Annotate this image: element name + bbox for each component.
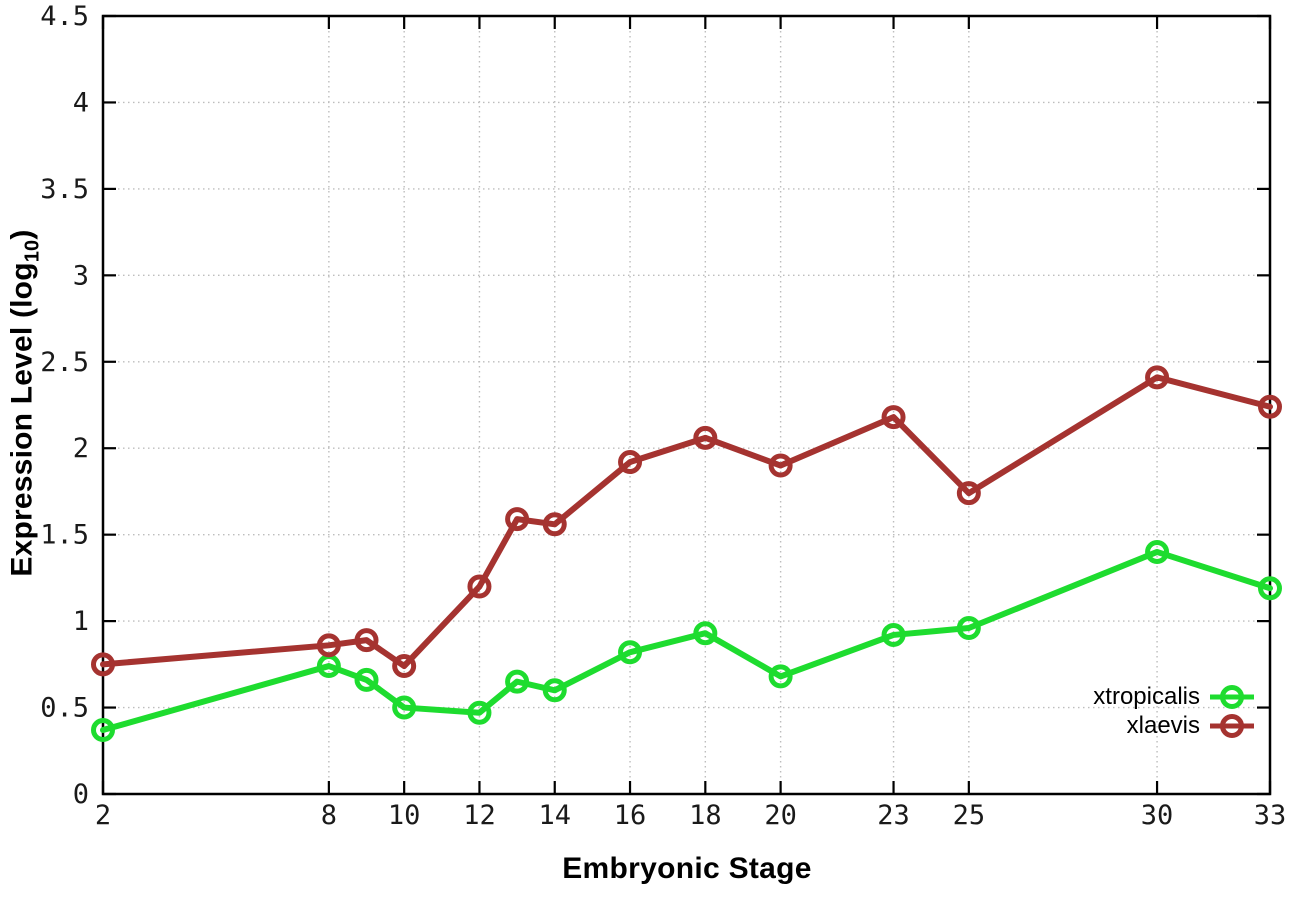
data-point-xtropicalis	[505, 669, 530, 694]
legend-label-xtropicalis: xtropicalis	[1093, 683, 1200, 710]
y-tick-label: 0	[73, 779, 89, 810]
data-point-xtropicalis	[91, 718, 115, 743]
y-tick-label: 1	[73, 606, 89, 637]
x-tick-label: 2	[95, 800, 111, 831]
legend-item-xtropicalis: xtropicalis	[1093, 684, 1255, 710]
x-tick-label: 8	[321, 800, 337, 831]
data-point-xlaevis	[542, 512, 567, 537]
line-circle-marker-icon	[1210, 714, 1254, 738]
data-point-xtropicalis	[1145, 539, 1170, 564]
data-point-xtropicalis	[956, 616, 981, 641]
data-point-xtropicalis	[618, 640, 643, 665]
data-point-xlaevis	[1145, 365, 1170, 390]
y-tick-label: 4.5	[40, 1, 89, 32]
data-point-xlaevis	[392, 654, 417, 679]
data-point-xlaevis	[505, 507, 530, 532]
x-tick-label: 18	[689, 800, 722, 831]
y-axis-title-subscript: 10	[21, 239, 44, 263]
data-point-xlaevis	[768, 453, 793, 478]
data-point-xtropicalis	[392, 695, 417, 720]
data-point-xtropicalis	[768, 664, 793, 689]
y-tick-label: 3	[73, 260, 89, 291]
y-tick-label: 2.5	[40, 347, 89, 378]
legend-item-xlaevis: xlaevis	[1127, 713, 1255, 739]
data-point-xlaevis	[91, 652, 115, 677]
data-point-xtropicalis	[542, 678, 567, 703]
y-axis-title: Expression Level (log10)	[6, 229, 45, 576]
data-point-xlaevis	[693, 425, 718, 450]
y-tick-label: 4	[73, 87, 89, 118]
x-tick-label: 10	[388, 800, 421, 831]
y-tick-label: 2	[73, 433, 89, 464]
data-point-xlaevis	[467, 574, 492, 599]
x-tick-label: 20	[764, 800, 797, 831]
data-point-xtropicalis	[881, 622, 906, 647]
data-point-xlaevis	[956, 481, 981, 506]
data-point-xlaevis	[1258, 394, 1282, 419]
y-tick-label: 3.5	[40, 174, 89, 205]
y-axis-title-text: Expression Level (log	[5, 262, 39, 577]
legend-label-xlaevis: xlaevis	[1126, 712, 1200, 739]
x-tick-label: 30	[1141, 800, 1174, 831]
data-point-xtropicalis	[693, 621, 718, 646]
x-tick-label: 23	[877, 800, 910, 831]
x-tick-label: 12	[463, 800, 496, 831]
x-tick-label: 33	[1254, 800, 1287, 831]
y-axis-title-close-paren: )	[5, 229, 39, 240]
x-tick-label: 25	[953, 800, 986, 831]
data-point-xlaevis	[354, 628, 379, 653]
x-tick-label: 14	[538, 800, 571, 831]
x-axis-title: Embryonic Stage	[562, 852, 812, 885]
legend: xtropicalis xlaevis	[1093, 684, 1255, 739]
data-point-xlaevis	[316, 633, 341, 658]
data-point-xtropicalis	[354, 667, 379, 692]
data-point-xlaevis	[881, 405, 906, 430]
x-tick-label: 16	[614, 800, 647, 831]
data-point-xlaevis	[618, 450, 643, 475]
y-tick-label: 0.5	[40, 693, 89, 724]
y-tick-label: 1.5	[40, 520, 89, 551]
line-circle-marker-icon	[1210, 685, 1254, 709]
data-point-xtropicalis	[467, 700, 492, 725]
data-point-xtropicalis	[1258, 576, 1282, 601]
